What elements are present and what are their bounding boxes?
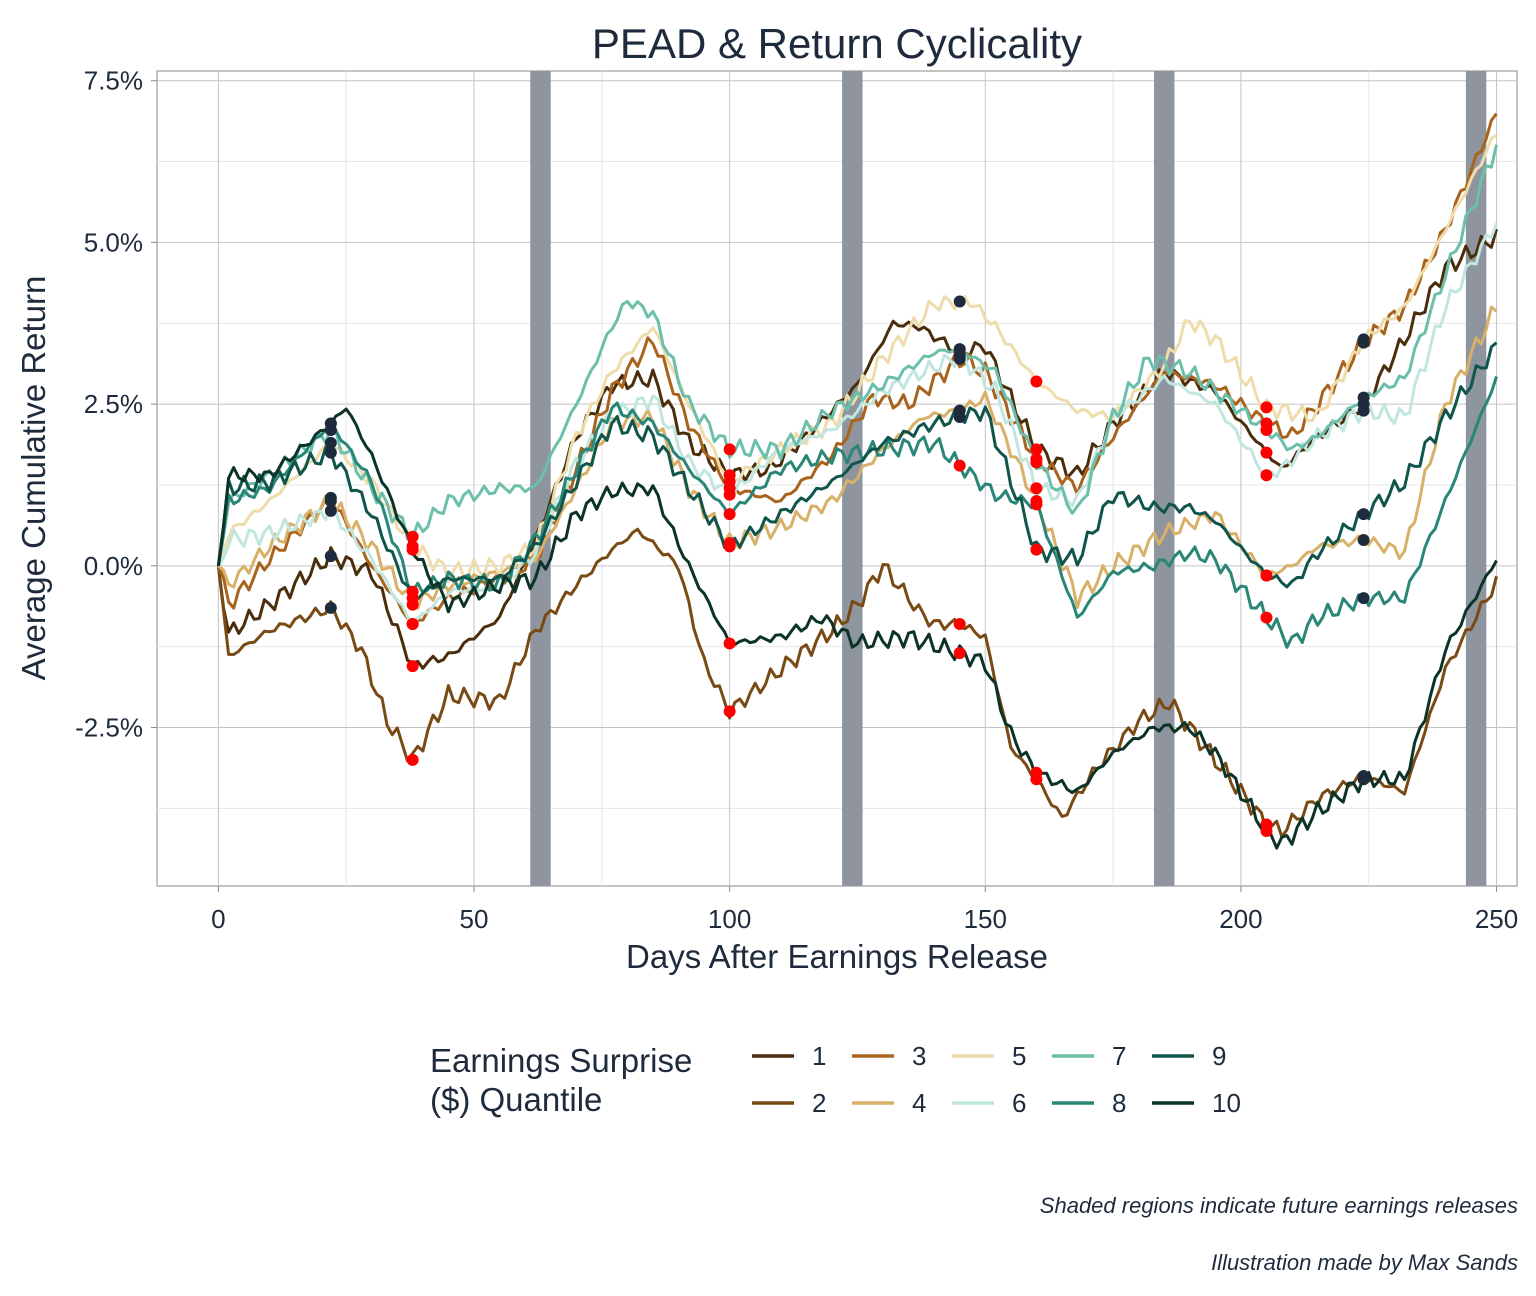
marker-q7-day100 xyxy=(723,443,736,456)
marker-q5-day160 xyxy=(1030,375,1043,388)
marker-q1-day22 xyxy=(324,550,337,563)
series-line-9 xyxy=(216,341,1498,601)
legend-title: Earnings Surprise ($) Quantile xyxy=(430,1042,701,1118)
marker-q5-day205 xyxy=(1260,401,1273,414)
x-tick-label-5: 250 xyxy=(1475,904,1518,934)
marker-q8-day100 xyxy=(723,508,736,521)
series-line-2 xyxy=(216,527,1498,839)
series-line-7 xyxy=(216,144,1498,567)
legend-items: 1 2 3 4 5 6 7 8 9 10 xyxy=(752,1041,1241,1118)
legend-title-line-1: Earnings Surprise xyxy=(430,1042,692,1079)
marker-q7-day205 xyxy=(1260,423,1273,436)
y-tick-label-3: 5.0% xyxy=(84,227,143,257)
series-line-1 xyxy=(216,228,1498,670)
marker-q6-day22 xyxy=(324,504,337,517)
series-line-6 xyxy=(217,222,1498,628)
x-axis-label: Days After Earnings Release xyxy=(626,938,1048,975)
legend-label-4: 4 xyxy=(912,1088,926,1118)
marker-q2-day145 xyxy=(953,618,966,631)
marker-q5-day145 xyxy=(953,295,966,308)
marker-q9-day22 xyxy=(324,446,337,459)
marker-q10-day100 xyxy=(723,637,736,650)
series-line-4 xyxy=(217,305,1498,610)
legend-title-line-2: ($) Quantile xyxy=(430,1081,602,1118)
marker-q10-day160 xyxy=(1030,766,1043,779)
marker-q7-day145 xyxy=(953,343,966,356)
marker-q1-day38 xyxy=(406,660,419,673)
shaded-regions-caption: Shaded regions indicate future earnings … xyxy=(1039,1193,1518,1218)
shaded-region-3 xyxy=(1153,71,1175,886)
shaded-region-4 xyxy=(1465,71,1487,886)
marker-q4-day224 xyxy=(1357,533,1370,546)
marker-q8-day205 xyxy=(1260,611,1273,624)
marker-q10-day145 xyxy=(953,647,966,660)
x-tick-label-3: 150 xyxy=(964,904,1007,934)
y-axis-ticks: -2.5% 0.0% 2.5% 5.0% 7.5% xyxy=(75,66,157,743)
marker-q8-day160 xyxy=(1030,498,1043,511)
y-tick-label-0: -2.5% xyxy=(75,713,143,743)
legend-label-1: 1 xyxy=(812,1041,826,1071)
shaded-regions xyxy=(530,71,1487,886)
marker-q9-day224 xyxy=(1357,508,1370,521)
legend-label-2: 2 xyxy=(812,1088,826,1118)
marker-q6-day38 xyxy=(406,618,419,631)
legend-label-7: 7 xyxy=(1112,1041,1126,1071)
marker-q7-day160 xyxy=(1030,456,1043,469)
marker-q10-day205 xyxy=(1260,825,1273,838)
x-tick-label-4: 200 xyxy=(1219,904,1262,934)
marker-q9-day100 xyxy=(723,540,736,553)
marker-q9-day160 xyxy=(1030,543,1043,556)
legend-label-5: 5 xyxy=(1012,1041,1026,1071)
marker-q7-day224 xyxy=(1357,391,1370,404)
y-tick-label-2: 2.5% xyxy=(84,389,143,419)
marker-q10-day38 xyxy=(406,543,419,556)
marker-q5-day22 xyxy=(324,436,337,449)
legend-label-8: 8 xyxy=(1112,1088,1126,1118)
marker-q8-day145 xyxy=(953,459,966,472)
marker-q9-day38 xyxy=(406,592,419,605)
x-tick-label-2: 100 xyxy=(708,904,751,934)
marker-q5-day224 xyxy=(1357,333,1370,346)
y-tick-label-4: 7.5% xyxy=(84,66,143,96)
series-line-10 xyxy=(216,407,1498,850)
marker-q1-day205 xyxy=(1260,446,1273,459)
marker-q6-day205 xyxy=(1260,469,1273,482)
legend-label-3: 3 xyxy=(912,1041,926,1071)
author-caption: Illustration made by Max Sands xyxy=(1211,1250,1518,1275)
legend-label-6: 6 xyxy=(1012,1088,1026,1118)
legend-label-9: 9 xyxy=(1212,1041,1226,1071)
chart-title: PEAD & Return Cyclicality xyxy=(592,20,1082,67)
marker-q4-day22 xyxy=(324,495,337,508)
legend-label-10: 10 xyxy=(1212,1088,1241,1118)
y-tick-label-1: 0.0% xyxy=(84,551,143,581)
marker-q8-day224 xyxy=(1357,592,1370,605)
marker-q9-day205 xyxy=(1260,569,1273,582)
marker-q2-day38 xyxy=(406,753,419,766)
marker-q5-day100 xyxy=(723,475,736,488)
series-lines xyxy=(216,112,1498,850)
marker-q7-day38 xyxy=(406,530,419,543)
series-line-5 xyxy=(216,134,1498,583)
y-axis-label: Average Cumulative Return xyxy=(15,276,52,681)
marker-q1-day160 xyxy=(1030,443,1043,456)
x-axis-ticks: 0 50 100 150 200 250 xyxy=(211,886,1518,934)
x-tick-label-0: 0 xyxy=(211,904,225,934)
marker-q10-day22 xyxy=(324,417,337,430)
marker-q9-day145 xyxy=(953,411,966,424)
marker-q6-day100 xyxy=(723,488,736,501)
series-markers xyxy=(324,295,1370,838)
x-tick-label-1: 50 xyxy=(460,904,489,934)
marker-q6-day224 xyxy=(1357,404,1370,417)
marker-q2-day22 xyxy=(324,601,337,614)
legend: Earnings Surprise ($) Quantile 1 2 3 4 5 6 7 8 9… xyxy=(430,1041,1241,1118)
marker-q6-day160 xyxy=(1030,482,1043,495)
shaded-region-2 xyxy=(842,71,863,886)
marker-q10-day224 xyxy=(1357,773,1370,786)
marker-q2-day100 xyxy=(723,705,736,718)
